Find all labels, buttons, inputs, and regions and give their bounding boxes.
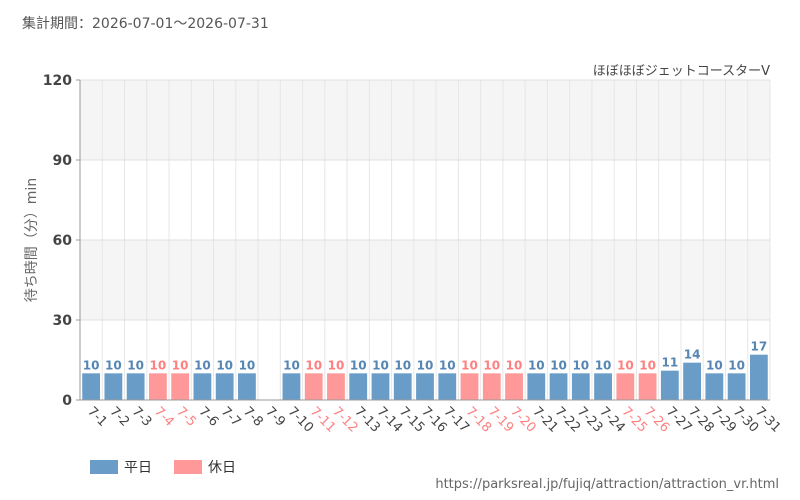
x-tick-label: 7-2: [107, 404, 133, 430]
data-label: 10: [639, 358, 656, 372]
bar: [304, 373, 323, 400]
data-label: 10: [328, 358, 345, 372]
bar: [638, 373, 657, 400]
data-label: 10: [305, 358, 322, 372]
bar: [238, 373, 256, 400]
bar: [393, 373, 412, 400]
data-label: 10: [150, 358, 167, 372]
legend-swatch: [90, 460, 118, 474]
data-label: 10: [572, 358, 589, 372]
bar: [705, 373, 724, 400]
bar: [82, 373, 101, 400]
bar: [171, 373, 190, 400]
data-label: 10: [617, 358, 634, 372]
x-tick-label: 7-6: [196, 404, 222, 430]
plot-band: [80, 80, 770, 160]
data-label: 10: [461, 358, 478, 372]
data-label: 10: [216, 358, 233, 372]
data-label: 10: [483, 358, 500, 372]
x-tick-label: 7-3: [129, 404, 155, 430]
bar: [527, 373, 546, 400]
bar: [749, 354, 768, 400]
period-text: 集計期間：2026-07-01～2026-07-31: [22, 15, 269, 32]
bars: 10 10 10 10 10 10 10 10 10 10 10 10 10 10 10 10 10 10 10 10…: [82, 340, 768, 400]
source-url: https://parksreal.jp/fujiq/attraction/at…: [435, 477, 779, 492]
y-tick-label: 0: [62, 393, 72, 409]
data-label: 10: [283, 358, 300, 372]
bar: [193, 373, 212, 400]
x-tick-label: 7-5: [173, 404, 199, 430]
bar: [482, 373, 501, 400]
y-tick-label: 90: [53, 153, 73, 169]
chart-title: ほぼほぼジェットコースターV: [593, 64, 770, 79]
x-tick-label: 7-8: [240, 404, 266, 430]
plot-band: [80, 160, 770, 240]
legend-label: 休日: [208, 460, 236, 476]
data-label: 17: [751, 340, 768, 354]
data-label: 10: [417, 358, 434, 372]
bar: [460, 373, 479, 400]
bar: [104, 373, 123, 400]
data-label: 10: [728, 358, 745, 372]
bar: [683, 362, 701, 400]
plot-band: [80, 240, 770, 320]
y-tick-label: 60: [53, 233, 73, 249]
bar: [571, 373, 590, 400]
plot-background: [80, 80, 770, 400]
bar: [727, 373, 746, 400]
data-label: 10: [350, 358, 367, 372]
bar: [660, 370, 679, 400]
x-tick-label: 7-9: [262, 404, 288, 430]
legend-label: 平日: [124, 460, 152, 476]
legend-swatch: [174, 460, 202, 474]
data-label: 10: [172, 358, 189, 372]
bar: [505, 373, 523, 400]
data-label: 10: [194, 358, 211, 372]
legend: 平日 休日: [90, 460, 236, 476]
data-label: 10: [506, 358, 523, 372]
data-label: 10: [372, 358, 389, 372]
data-label: 14: [684, 348, 701, 362]
y-tick-label: 120: [43, 73, 72, 89]
data-label: 10: [127, 358, 144, 372]
y-tick-label: 30: [53, 313, 73, 329]
data-label: 10: [595, 358, 612, 372]
bar: [616, 373, 635, 400]
bar: [371, 373, 390, 400]
data-label: 10: [83, 358, 100, 372]
data-label: 10: [394, 358, 411, 372]
data-label: 10: [706, 358, 723, 372]
bar: [438, 373, 457, 400]
bar: [126, 373, 145, 400]
bar: [594, 373, 612, 400]
data-label: 10: [239, 358, 256, 372]
x-tick-label: 7-7: [218, 404, 244, 430]
bar: [149, 373, 167, 400]
data-label: 10: [105, 358, 122, 372]
bar: [282, 373, 301, 400]
bar: [327, 373, 345, 400]
data-label: 11: [661, 356, 678, 370]
x-tick-label: 7-1: [84, 404, 110, 430]
x-tick-label: 7-4: [151, 404, 177, 430]
bar: [215, 373, 234, 400]
y-axis-label: 待ち時間（分）min: [24, 178, 40, 302]
data-label: 10: [550, 358, 567, 372]
data-label: 10: [439, 358, 456, 372]
data-label: 10: [528, 358, 545, 372]
bar: [349, 373, 368, 400]
bar: [416, 373, 434, 400]
bar: [549, 373, 568, 400]
